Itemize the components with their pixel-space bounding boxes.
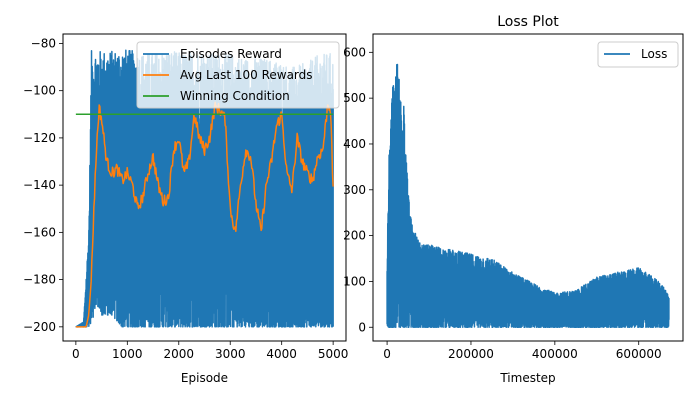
x-tick-label: 3000 [215,347,246,361]
y-tick-label: 400 [343,137,366,151]
legend-entry: Winning Condition [180,89,290,103]
y-tick-label: 300 [343,183,366,197]
legend: Episodes Reward Avg Last 100 Rewards Winni… [136,41,340,109]
y-tick-label: −100 [23,84,56,98]
plot-area [386,63,670,328]
y-tick-label: 0 [358,320,366,334]
y-tick-label: −80 [31,36,56,50]
legend-entry: Episodes Reward [180,47,282,61]
x-tick-label: 1000 [112,347,143,361]
axes-frame [62,33,347,342]
legend: Loss [597,41,679,68]
y-tick-label: −140 [23,178,56,192]
series-episodes-reward [75,49,334,328]
legend-entry: Loss [641,47,667,61]
plot-title: Loss Plot [497,14,559,30]
x-tick-label: 400000 [532,347,578,361]
x-axis-label: Episode [181,371,228,385]
series-avg-last-100-rewards [75,101,334,328]
y-tick-label: 600 [343,45,366,59]
legend-box [597,41,679,68]
y-tick-label: −160 [23,225,56,239]
plot-panel-1: 0 1000 2000 3000 4000 5000 −200 −180 −160 −140 −12… [23,33,349,385]
legend-entry: Avg Last 100 Rewards [180,68,313,82]
y-tick-label: −200 [23,320,56,334]
plot-panel-2: 0 200000 400000 600000 0 100 200 300 400 500 600 Ti… [343,14,684,385]
x-tick-label: 0 [72,347,80,361]
x-tick-label: 0 [383,347,391,361]
y-tick-label: 200 [343,229,366,243]
y-tick-label: −120 [23,131,56,145]
x-tick-label: 4000 [266,347,297,361]
series-loss [386,63,670,328]
x-tick-label: 200000 [448,347,494,361]
legend-box [136,41,340,109]
y-tick-label: −180 [23,273,56,287]
y-tick-label: 100 [343,274,366,288]
x-tick-label: 5000 [318,347,349,361]
x-tick-label: 600000 [616,347,662,361]
plot-area [75,49,334,328]
axes-frame [372,33,684,342]
y-tick-label: 500 [343,91,366,105]
x-tick-label: 2000 [163,347,194,361]
x-axis-label: Timestep [499,371,555,385]
